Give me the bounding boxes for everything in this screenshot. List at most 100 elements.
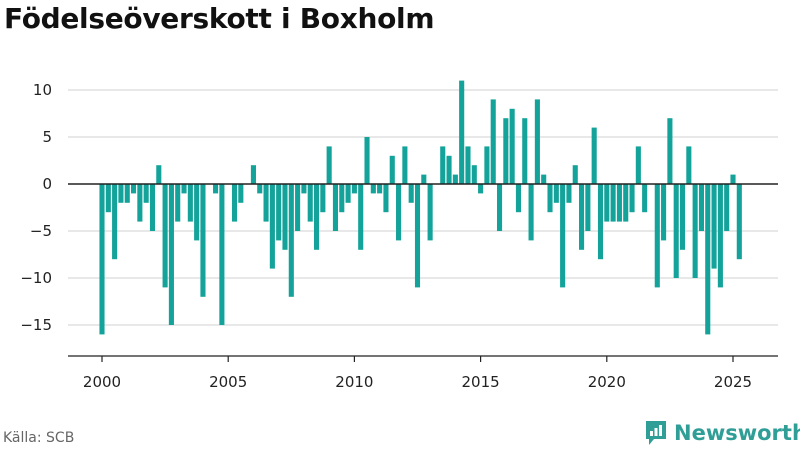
bar xyxy=(673,184,679,278)
bar xyxy=(156,165,162,184)
bar xyxy=(629,184,635,213)
bar xyxy=(313,184,320,250)
x-tick-label: 2010 xyxy=(335,373,373,391)
bar xyxy=(213,184,219,194)
bar xyxy=(307,184,313,222)
bar xyxy=(112,184,118,260)
bar xyxy=(250,165,256,184)
bar xyxy=(99,184,105,335)
bar xyxy=(452,174,458,184)
bar xyxy=(490,99,496,184)
bar xyxy=(231,184,238,222)
bar xyxy=(143,184,149,203)
bar xyxy=(736,184,742,260)
bar xyxy=(717,184,723,288)
bar xyxy=(509,108,515,184)
bar xyxy=(572,165,578,184)
bar xyxy=(181,184,187,194)
bar xyxy=(711,184,717,269)
x-tick-label: 2015 xyxy=(462,373,500,391)
bar xyxy=(635,146,641,184)
bar xyxy=(408,184,414,203)
bar xyxy=(471,165,477,184)
bar xyxy=(219,184,225,325)
bar xyxy=(522,118,528,184)
bar xyxy=(131,184,137,194)
bar xyxy=(149,184,156,231)
bar xyxy=(295,184,301,231)
bar xyxy=(238,184,244,203)
x-tick-label: 2005 xyxy=(209,373,247,391)
bar xyxy=(679,184,686,250)
source-note: Källa: SCB xyxy=(3,430,75,446)
bar xyxy=(623,184,629,222)
bar xyxy=(440,146,446,184)
bar xyxy=(200,184,206,297)
bar xyxy=(553,184,559,203)
chart-title: Födelseöverskott i Boxholm xyxy=(4,2,435,35)
y-tick-label: 5 xyxy=(42,128,52,146)
bar xyxy=(705,184,711,335)
brand-logo: Newsworthy xyxy=(644,419,800,447)
bar xyxy=(503,118,509,184)
y-tick-label: 0 xyxy=(42,175,52,193)
bar xyxy=(692,184,698,278)
bar xyxy=(345,184,351,203)
bar xyxy=(541,174,547,184)
bar xyxy=(168,184,174,325)
bar xyxy=(124,184,130,203)
bar xyxy=(414,184,421,288)
bar xyxy=(560,184,566,288)
x-tick-label: 2025 xyxy=(714,373,752,391)
bar xyxy=(585,184,591,231)
bar xyxy=(661,184,667,241)
bar xyxy=(698,184,704,231)
bar xyxy=(339,184,345,213)
bar xyxy=(301,184,307,194)
bar xyxy=(730,174,736,184)
bar xyxy=(383,184,389,213)
bar xyxy=(465,146,471,184)
bar xyxy=(654,184,660,288)
bar xyxy=(332,184,339,231)
bar xyxy=(288,184,294,297)
bar xyxy=(263,184,269,222)
bar xyxy=(137,184,143,222)
bar xyxy=(528,184,534,241)
bar xyxy=(269,184,275,269)
x-tick-label: 2020 xyxy=(588,373,626,391)
bar xyxy=(579,184,585,250)
bar xyxy=(257,184,263,194)
bar xyxy=(610,184,616,222)
bar xyxy=(459,80,465,184)
bar xyxy=(496,184,503,231)
bar xyxy=(686,146,692,184)
bar xyxy=(326,146,332,184)
brand-name: Newsworthy xyxy=(674,421,800,445)
bar xyxy=(370,184,376,194)
y-tick-label: −15 xyxy=(20,316,52,334)
axes xyxy=(68,183,778,362)
bar xyxy=(427,184,433,241)
bar xyxy=(616,184,622,222)
bar xyxy=(351,184,357,194)
bar xyxy=(724,184,730,231)
y-tick-label: −5 xyxy=(30,222,52,240)
bar xyxy=(175,184,181,222)
bar xyxy=(396,184,402,241)
bar xyxy=(597,184,604,260)
bar xyxy=(515,184,522,213)
bar xyxy=(547,184,553,213)
bar xyxy=(591,127,597,184)
newsworthy-logo-icon xyxy=(646,421,666,445)
bar xyxy=(446,155,452,184)
bar xyxy=(534,99,540,184)
bar xyxy=(377,184,383,194)
bar xyxy=(118,184,124,203)
bar xyxy=(320,184,326,213)
bar xyxy=(105,184,111,213)
bar xyxy=(478,184,484,194)
bar xyxy=(364,137,370,184)
bar xyxy=(276,184,282,241)
